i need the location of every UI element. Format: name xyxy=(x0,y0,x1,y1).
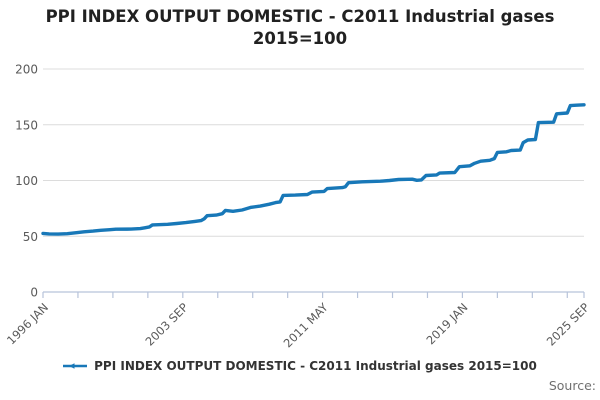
series-line xyxy=(41,103,586,236)
source-label: Source: xyxy=(548,378,596,393)
chart-title-line2: 2015=100 xyxy=(252,28,348,48)
x-tick-label: 1996 JAN xyxy=(4,300,51,347)
legend-line-marker-icon xyxy=(63,363,88,369)
x-tick-label: 2011 MAY xyxy=(281,300,332,351)
y-tick-label: 50 xyxy=(23,230,38,244)
x-tick-label: 2003 SEP xyxy=(143,300,191,348)
y-tick-label: 200 xyxy=(15,63,38,77)
y-tick-label: 150 xyxy=(15,118,38,132)
y-tick-label: 0 xyxy=(30,286,38,300)
y-tick-label: 100 xyxy=(15,174,38,188)
x-tick-label: 2025 SEP xyxy=(544,300,592,348)
x-tick-label: 2019 JAN xyxy=(423,300,470,347)
chart-title-line1: PPI INDEX OUTPUT DOMESTIC - C2011 Indust… xyxy=(45,7,555,26)
chart-legend: PPI INDEX OUTPUT DOMESTIC - C2011 Indust… xyxy=(0,359,600,373)
legend-series-label: PPI INDEX OUTPUT DOMESTIC - C2011 Indust… xyxy=(94,359,537,373)
chart-title: PPI INDEX OUTPUT DOMESTIC - C2011 Indust… xyxy=(0,6,600,50)
